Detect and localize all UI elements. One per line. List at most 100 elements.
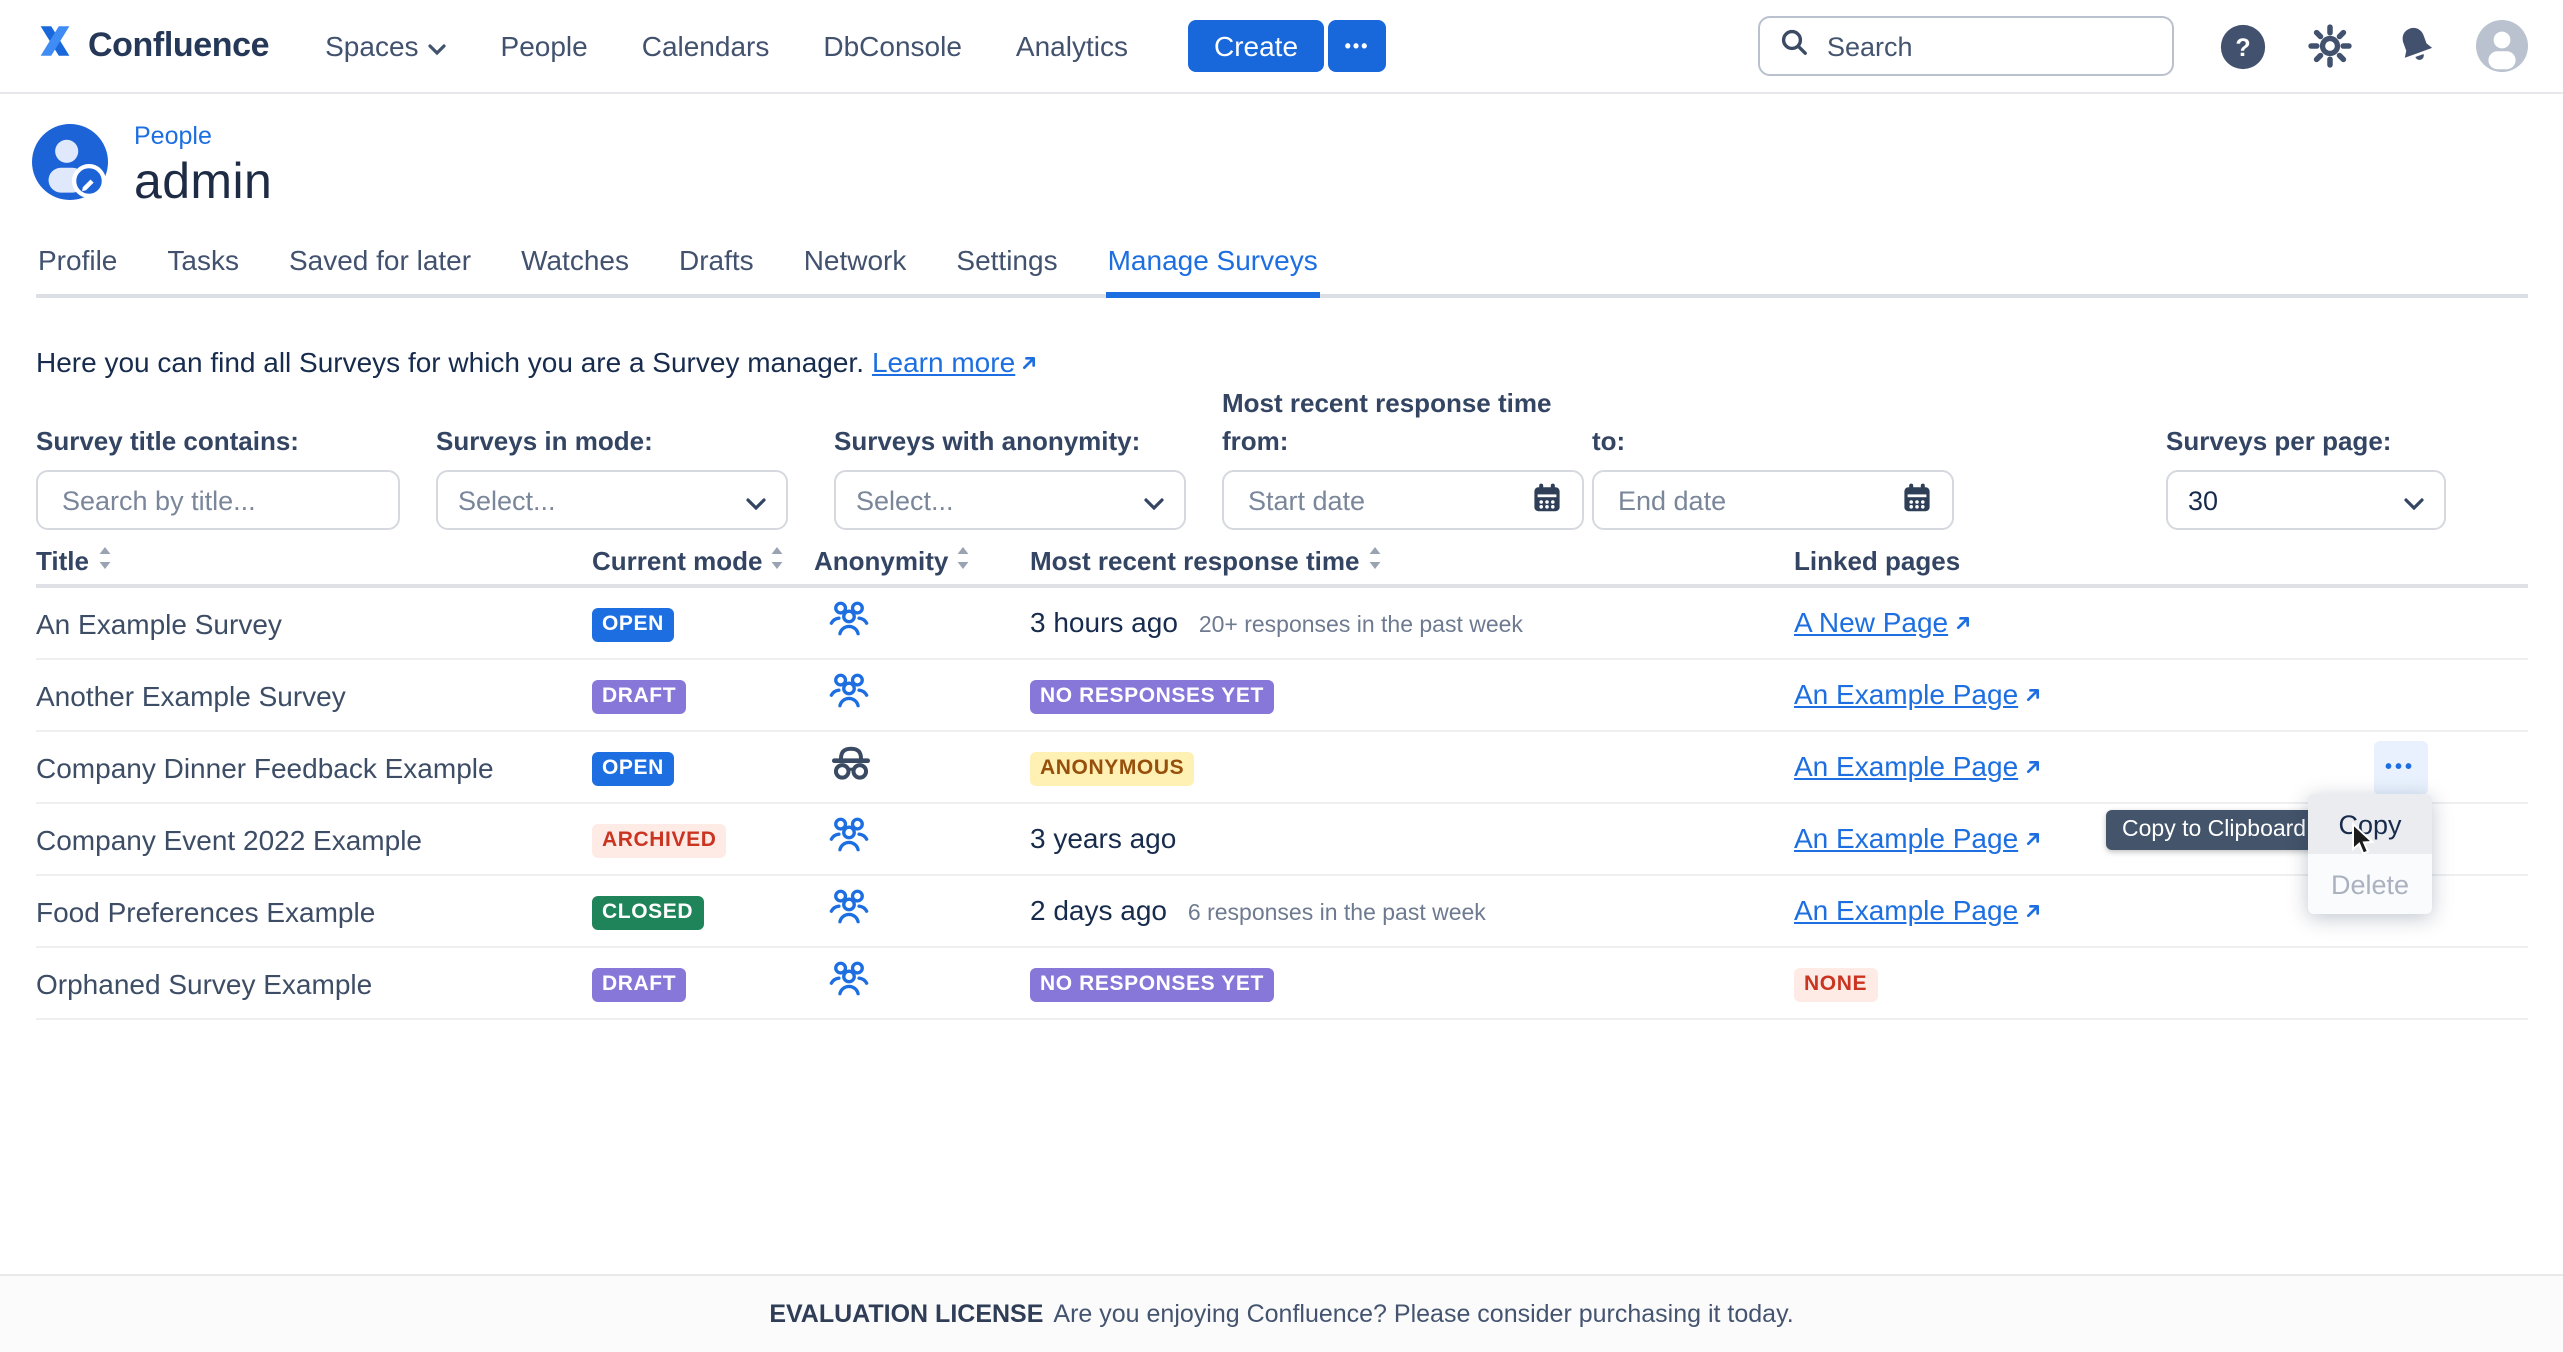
incognito-anonymity-icon [828, 745, 874, 791]
confluence-logo-icon [36, 22, 74, 70]
nav-item-people[interactable]: People [500, 30, 588, 62]
help-icon[interactable]: ? [2217, 20, 2269, 72]
nav-item-spaces[interactable]: Spaces [325, 30, 447, 62]
survey-title: Company Dinner Feedback Example [36, 751, 494, 783]
tab-drafts[interactable]: Drafts [679, 244, 754, 276]
create-button[interactable]: Create [1187, 20, 1325, 72]
anonymity-filter-select[interactable]: Select... [834, 470, 1186, 530]
mode-filter-select[interactable]: Select... [436, 470, 788, 530]
response-time: 3 hours ago [1030, 605, 1178, 637]
linked-page-link[interactable]: An Example Page [1794, 749, 2042, 781]
sort-icon [1367, 546, 1381, 576]
settings-gear-icon[interactable] [2303, 20, 2355, 72]
table-row: Orphaned Survey Example DRAFT NO RESPONS… [36, 948, 2527, 1020]
survey-title: Company Event 2022 Example [36, 823, 422, 855]
page-title: admin [134, 154, 273, 210]
notifications-bell-icon[interactable] [2389, 20, 2441, 72]
column-header-anonymity[interactable]: Anonymity [814, 546, 1030, 576]
from-date-input[interactable] [1222, 470, 1584, 530]
menu-item-delete: Delete [2330, 869, 2410, 899]
tab-manage-surveys[interactable]: Manage Surveys [1105, 244, 1320, 298]
group-anonymity-icon [828, 960, 870, 1007]
external-link-icon [2024, 749, 2042, 781]
tab-watches[interactable]: Watches [521, 244, 629, 276]
profile-tabs: Profile Tasks Saved for later Watches Dr… [36, 244, 2527, 298]
top-navigation: Confluence Spaces People Calendars DbCon… [0, 0, 2563, 92]
column-header-mode[interactable]: Current mode [592, 546, 814, 576]
tab-tasks[interactable]: Tasks [167, 244, 239, 276]
surveys-table: Title Current mode Anonymity Most recent… [36, 546, 2527, 1020]
external-link-icon [2024, 677, 2042, 709]
mode-badge: DRAFT [592, 968, 687, 1002]
breadcrumb-people-link[interactable]: People [134, 122, 212, 150]
column-header-title[interactable]: Title [36, 546, 592, 576]
nav-item-analytics[interactable]: Analytics [1015, 30, 1128, 62]
response-time: 3 years ago [1030, 821, 1177, 853]
column-header-response-time[interactable]: Most recent response time [1030, 546, 1794, 576]
search-input[interactable] [1823, 29, 2151, 63]
mode-filter-label: Surveys in mode: [436, 426, 653, 456]
group-anonymity-icon [828, 600, 870, 647]
confluence-logo[interactable]: Confluence [36, 22, 270, 70]
start-date-field[interactable] [1244, 483, 1532, 517]
table-row: Company Dinner Feedback Example OPEN ANO… [36, 732, 2527, 804]
global-search[interactable] [1757, 16, 2173, 76]
survey-title: An Example Survey [36, 607, 282, 639]
nav-item-dbconsole[interactable]: DbConsole [823, 30, 962, 62]
user-avatar[interactable] [2475, 20, 2527, 72]
linked-page-link[interactable]: An Example Page [1794, 821, 2042, 853]
table-row: Food Preferences Example CLOSED 2 days a… [36, 876, 2527, 948]
calendar-icon [1902, 481, 1932, 519]
learn-more-link[interactable]: Learn more [872, 346, 1037, 378]
tab-saved-for-later[interactable]: Saved for later [288, 244, 472, 276]
per-page-select[interactable]: 30 [2166, 470, 2446, 530]
chevron-down-icon [428, 30, 447, 62]
create-more-button[interactable]: ••• [1328, 20, 1387, 72]
mode-badge: DRAFT [592, 680, 687, 714]
no-responses-badge: NO RESPONSES YET [1030, 680, 1274, 714]
sort-icon [97, 546, 111, 576]
response-count: 6 responses in the past week [1187, 901, 1486, 925]
row-actions-button[interactable]: ••• [2373, 740, 2427, 794]
mode-badge: OPEN [592, 608, 674, 642]
license-message: Are you enjoying Confluence? Please cons… [1053, 1300, 1794, 1328]
linked-page-link[interactable]: A New Page [1794, 605, 1972, 637]
from-date-label: from: [1222, 426, 1289, 456]
external-link-icon [2024, 821, 2042, 853]
nav-menu: Spaces People Calendars DbConsole Analyt… [325, 30, 1128, 62]
response-time: 2 days ago [1030, 893, 1167, 925]
profile-avatar[interactable] [32, 124, 108, 210]
to-date-input[interactable] [1592, 470, 1954, 530]
end-date-field[interactable] [1614, 483, 1902, 517]
title-filter-label: Survey title contains: [36, 426, 299, 456]
title-filter-input[interactable] [58, 483, 378, 517]
no-responses-badge: NO RESPONSES YET [1030, 968, 1274, 1002]
brand-name: Confluence [88, 26, 270, 64]
chevron-down-icon [2404, 485, 2424, 515]
survey-title: Orphaned Survey Example [36, 967, 373, 999]
linked-page-link[interactable]: An Example Page [1794, 677, 2042, 709]
tab-settings[interactable]: Settings [956, 244, 1058, 276]
none-badge: NONE [1794, 968, 1878, 1002]
nav-item-calendars[interactable]: Calendars [641, 30, 770, 62]
mode-badge: CLOSED [592, 896, 704, 930]
survey-title: Food Preferences Example [36, 895, 376, 927]
external-link-icon [2024, 893, 2042, 925]
survey-filters: Most recent response time Survey title c… [0, 382, 2563, 534]
group-anonymity-icon [828, 672, 870, 719]
table-row: Company Event 2022 Example ARCHIVED 3 ye… [36, 804, 2527, 876]
tab-profile[interactable]: Profile [38, 244, 118, 276]
linked-page-link[interactable]: An Example Page [1794, 893, 2042, 925]
tab-network[interactable]: Network [803, 244, 907, 276]
mode-badge: OPEN [592, 752, 674, 786]
menu-item-copy[interactable]: Copy [2308, 794, 2432, 854]
column-header-linked-pages: Linked pages [1794, 546, 1961, 576]
anonymity-filter-label: Surveys with anonymity: [834, 426, 1141, 456]
copy-to-clipboard-tooltip: Copy to Clipboard [2106, 810, 2323, 850]
intro-text: Here you can find all Surveys for which … [36, 346, 2527, 378]
mode-badge: ARCHIVED [592, 824, 727, 858]
chevron-down-icon [1144, 485, 1164, 515]
external-link-icon [1019, 346, 1037, 378]
calendar-icon [1532, 481, 1562, 519]
group-anonymity-icon [828, 816, 870, 863]
